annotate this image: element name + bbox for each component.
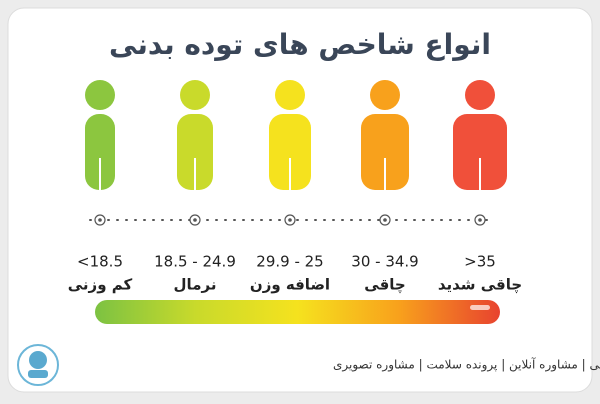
- marker-dot: [288, 218, 292, 222]
- bmi-range: <18.5: [77, 253, 123, 271]
- category-name: چاقی: [364, 276, 405, 295]
- figure-head: [275, 80, 305, 110]
- figure-head: [370, 80, 400, 110]
- marker-dot: [98, 218, 102, 222]
- title: انواع شاخص های توده بدنی: [109, 28, 491, 61]
- figure-body: [85, 114, 115, 190]
- category-name: کم وزنی: [68, 276, 133, 294]
- scale-bar: [95, 300, 500, 324]
- bmi-range: 30 - 34.9: [351, 253, 418, 271]
- figure-body: [453, 114, 507, 190]
- marker-dot: [193, 218, 197, 222]
- category-name: نرمال: [174, 276, 217, 294]
- logo-face: [29, 351, 47, 369]
- figure-body: [177, 114, 213, 190]
- marker-dot: [383, 218, 387, 222]
- marker-dot: [478, 218, 482, 222]
- figure-head: [85, 80, 115, 110]
- category-name: چاقی شدید: [438, 276, 522, 295]
- figure-body: [269, 114, 311, 190]
- bmi-range: 18.5 - 24.9: [154, 253, 236, 271]
- figure-head: [180, 80, 210, 110]
- card: [7, 7, 593, 393]
- bar-shine: [470, 305, 490, 310]
- figure-head: [465, 80, 495, 110]
- category-name: اضافه وزن: [250, 276, 330, 294]
- bmi-range: >35: [464, 253, 496, 271]
- bmi-range: 29.9 - 25: [256, 253, 323, 271]
- footer-links: نوبت دهی | مشاوره آنلاین | پرونده سلامت …: [333, 357, 600, 373]
- logo-body: [28, 370, 48, 378]
- figure-body: [361, 114, 409, 190]
